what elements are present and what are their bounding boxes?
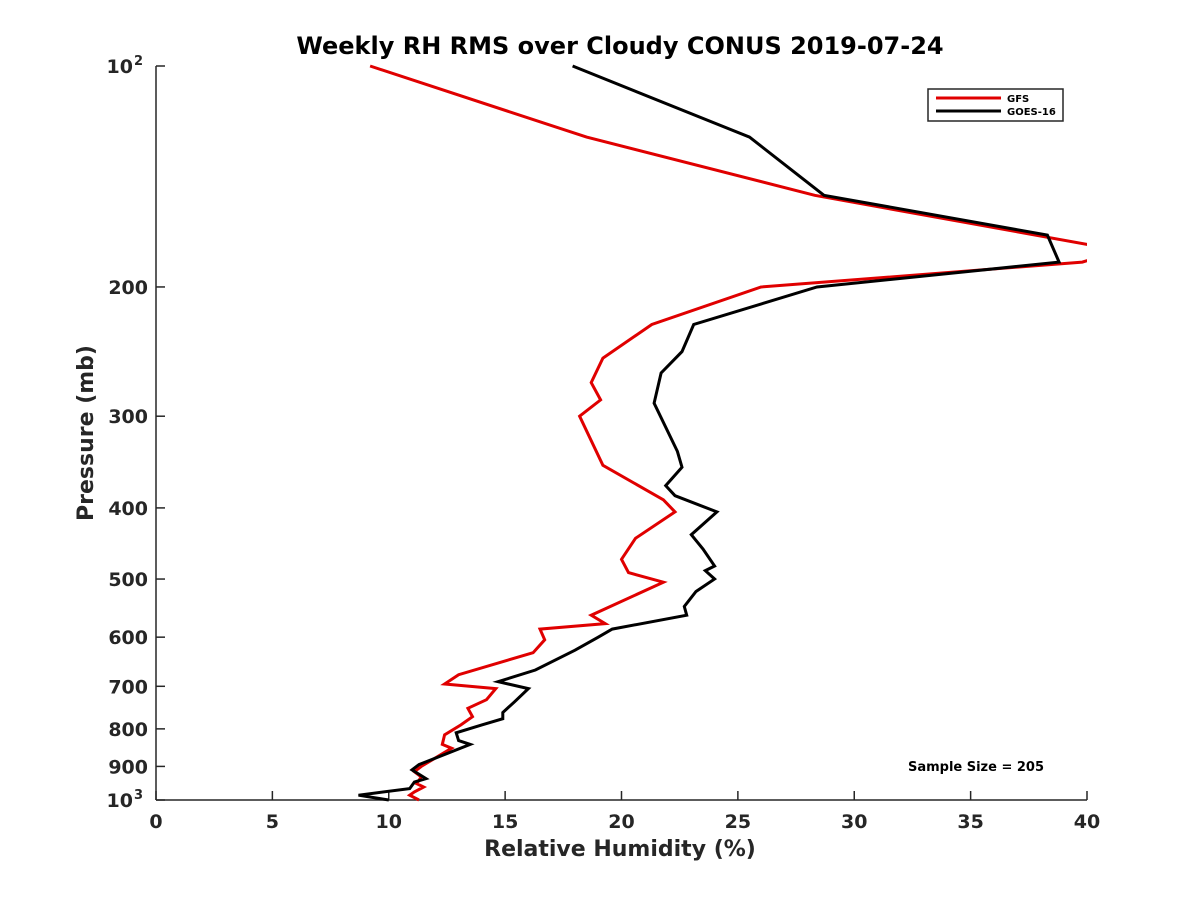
x-axis-label: Relative Humidity (%) xyxy=(484,837,756,862)
y-tick-label: 700 xyxy=(108,676,148,698)
y-tick-label: 600 xyxy=(108,627,148,649)
series-line-gfs xyxy=(369,64,1087,802)
x-tick-label: 15 xyxy=(492,811,518,833)
x-tick-label: 10 xyxy=(376,811,402,833)
x-tick-label: 30 xyxy=(841,811,867,833)
sample-size-annotation: Sample Size = 205 xyxy=(908,760,1044,775)
y-tick-label: 800 xyxy=(108,719,148,741)
legend-box xyxy=(927,88,1064,122)
x-tick-label: 40 xyxy=(1074,811,1100,833)
y-tick-label: 10 xyxy=(107,56,133,78)
x-tick-label: 5 xyxy=(266,811,279,833)
chart-title: Weekly RH RMS over Cloudy CONUS 2019-07-… xyxy=(296,32,943,60)
x-tick-label: 0 xyxy=(149,811,162,833)
y-tick-exponent: 2 xyxy=(134,54,143,69)
legend: GFS GOES-16 xyxy=(927,88,1064,122)
y-tick-label: 10 xyxy=(107,790,133,812)
x-tick-label: 35 xyxy=(957,811,983,833)
series-line-goes-16 xyxy=(358,64,1062,802)
y-tick-exponent: 3 xyxy=(134,788,143,803)
y-tick-label: 500 xyxy=(108,569,148,591)
y-tick-label: 900 xyxy=(108,756,148,778)
y-tick-label: 300 xyxy=(108,406,148,428)
x-tick-label: 20 xyxy=(608,811,634,833)
x-tick-label: 25 xyxy=(725,811,751,833)
legend-entry: GOES-16 xyxy=(1007,107,1056,118)
y-axis-label: Pressure (mb) xyxy=(74,345,99,521)
series-layer xyxy=(358,64,1087,802)
y-tick-label: 400 xyxy=(108,498,148,520)
y-tick-label: 200 xyxy=(108,277,148,299)
legend-entry: GFS xyxy=(1007,94,1029,105)
